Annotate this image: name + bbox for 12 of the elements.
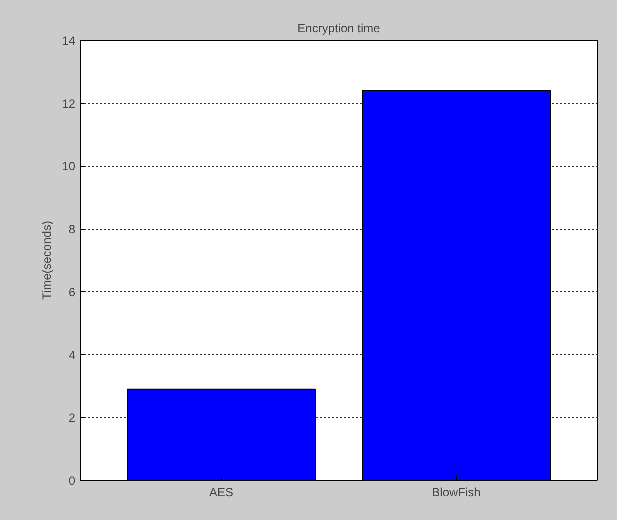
y-tick-label: 12 xyxy=(62,96,76,111)
y-tick-label: 10 xyxy=(62,160,76,174)
y-tick-label: 2 xyxy=(68,411,76,426)
x-tick-label: AES xyxy=(209,486,234,500)
y-tick-label: 14 xyxy=(62,34,76,48)
y-tick-label: 0 xyxy=(68,474,76,488)
y-tick-label: 4 xyxy=(68,348,76,362)
y-tick-label: 6 xyxy=(68,285,76,300)
x-tick-label: BlowFish xyxy=(432,486,481,500)
chart-title: Encryption time xyxy=(298,22,381,36)
y-axis-title: Time(seconds) xyxy=(40,221,54,300)
y-tick-label: 8 xyxy=(68,222,76,237)
